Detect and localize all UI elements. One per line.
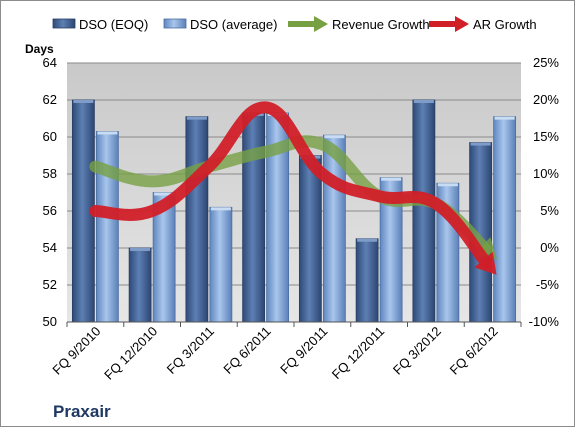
x-tick-label: FQ 3/2011 <box>164 324 217 377</box>
x-tick-label: FQ 6/2011 <box>220 324 273 377</box>
bar-cap <box>154 192 175 196</box>
bar-dso-average <box>95 131 119 323</box>
bar-dso-eoq <box>355 238 379 323</box>
bar-dso-eoq <box>298 155 322 323</box>
bar-dso-eoq <box>412 99 436 323</box>
y-tick-label: 50 <box>43 314 57 329</box>
ar-growth-line <box>89 101 493 269</box>
legend-label: AR Growth <box>473 17 537 32</box>
bar-cap <box>73 100 94 103</box>
y-tick-label: 56 <box>43 203 57 218</box>
x-tick-marks <box>66 322 522 327</box>
bar-cap <box>130 248 151 251</box>
y-tick-label: 62 <box>43 92 57 107</box>
x-tick-label: FQ 12/2011 <box>329 324 387 382</box>
y-tick-label: 64 <box>43 55 57 70</box>
x-tick-label: FQ 3/2012 <box>390 324 444 378</box>
bar-cap <box>210 207 231 211</box>
y-axis-title: Days <box>25 42 54 56</box>
y2-tick-label: -10% <box>529 314 560 329</box>
legend-label: Revenue Growth <box>332 17 430 32</box>
bar-cap <box>97 131 118 135</box>
y2-tick-label: 10% <box>533 166 559 181</box>
bar-dso-average <box>209 206 233 323</box>
y2-tick-label: 0% <box>540 240 559 255</box>
y-tick-label: 52 <box>43 277 57 292</box>
bar-dso-eoq <box>242 112 266 323</box>
company-name: Praxair <box>53 402 111 421</box>
y2-axis-ticks: -10% -5% 0% 5% 10% 15% 20% 25% <box>529 55 560 329</box>
bar-cap <box>413 100 434 103</box>
y-axis-ticks: 50 52 54 56 58 60 62 64 <box>43 55 57 329</box>
x-tick-label: FQ 9/2011 <box>277 324 330 377</box>
growth-lines <box>89 101 498 275</box>
legend-label: DSO (average) <box>190 17 277 32</box>
bar-cap <box>357 238 378 242</box>
y-tick-label: 54 <box>43 240 57 255</box>
bar-cap <box>324 135 345 139</box>
y2-tick-label: 25% <box>533 55 559 70</box>
x-tick-label: FQ 9/2010 <box>49 324 103 378</box>
y2-tick-label: -5% <box>536 277 560 292</box>
legend: DSO (EOQ) DSO (average) Revenue Growth AR G… <box>52 16 537 32</box>
legend-swatch <box>52 18 76 29</box>
y-tick-label: 60 <box>43 129 57 144</box>
bar-dso-average <box>493 116 517 323</box>
y2-tick-label: 20% <box>533 92 559 107</box>
x-tick-label: FQ 12/2010 <box>101 324 160 383</box>
y-tick-label: 58 <box>43 166 57 181</box>
legend-swatch-arrow <box>314 16 328 32</box>
legend-label: DSO (EOQ) <box>79 17 148 32</box>
bar-dso-eoq <box>128 247 152 323</box>
y2-tick-label: 5% <box>540 203 559 218</box>
bar-cap <box>494 116 515 120</box>
bar-cap <box>470 142 491 146</box>
bar-cap <box>186 116 207 120</box>
bar-cap <box>437 183 458 187</box>
bars <box>71 99 517 323</box>
bar-dso-eoq <box>185 116 209 323</box>
ar-growth-arrowhead <box>474 251 497 275</box>
y2-tick-label: 15% <box>533 129 559 144</box>
bar-cap <box>381 177 402 181</box>
legend-swatch-arrow <box>455 16 469 32</box>
legend-swatch <box>163 18 187 29</box>
x-tick-label: FQ 6/2012 <box>447 324 501 378</box>
